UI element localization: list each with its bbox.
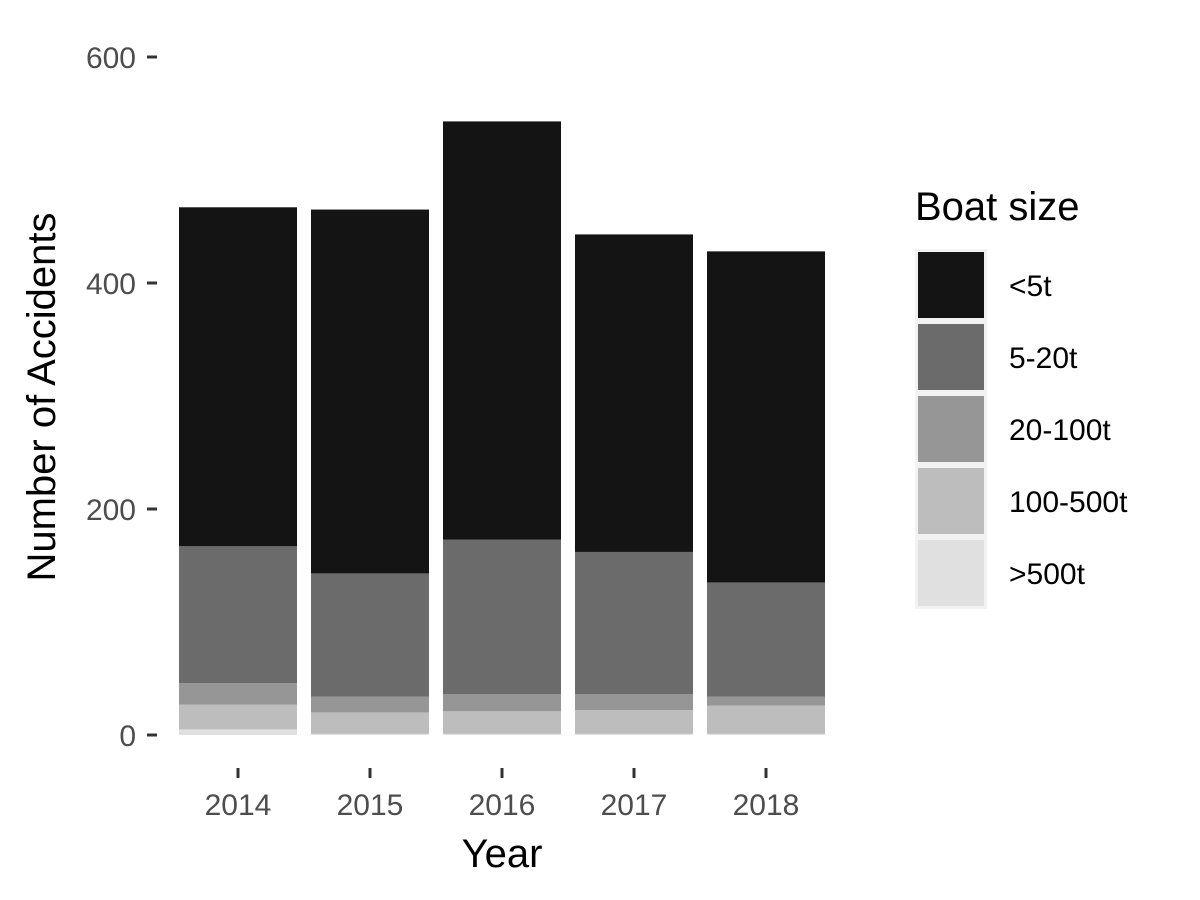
y-tick-label: 0 bbox=[119, 720, 136, 753]
bar-segment bbox=[179, 704, 297, 730]
x-tick-label: 2018 bbox=[733, 789, 800, 822]
bar-segment bbox=[575, 733, 693, 735]
bar-segment bbox=[443, 694, 561, 712]
legend-label: 5-20t bbox=[1009, 342, 1078, 375]
bar-segment bbox=[707, 251, 825, 583]
legend-label: 20-100t bbox=[1009, 414, 1111, 447]
bar-segment bbox=[179, 683, 297, 705]
legend-items: <5t 5-20t 20-100t 100-500t >500t bbox=[915, 249, 1128, 609]
legend-key bbox=[918, 468, 984, 534]
bar-segment bbox=[179, 546, 297, 684]
legend-key bbox=[918, 324, 984, 390]
bar-segment bbox=[443, 121, 561, 540]
x-tick-label: 2014 bbox=[205, 789, 272, 822]
bar-segment bbox=[443, 733, 561, 735]
bar-segment bbox=[707, 705, 825, 734]
y-tick-label: 200 bbox=[86, 494, 136, 527]
bar-segment bbox=[707, 696, 825, 706]
bar-segment bbox=[443, 539, 561, 695]
bar-segment bbox=[575, 710, 693, 734]
legend-key bbox=[918, 252, 984, 318]
bar-segment bbox=[443, 711, 561, 734]
bar-segment bbox=[575, 234, 693, 552]
legend: Boat size <5t 5-20t 20-100t 100-500t >500t bbox=[915, 185, 1128, 609]
bar-segment bbox=[575, 694, 693, 711]
legend-label: <5t bbox=[1009, 270, 1052, 303]
y-tick-label: 600 bbox=[86, 42, 136, 75]
legend-label: >500t bbox=[1009, 558, 1086, 591]
bar-segment bbox=[311, 209, 429, 574]
legend-key bbox=[918, 540, 984, 606]
y-axis: 0 200 400 600 bbox=[86, 42, 157, 753]
y-tick-label: 400 bbox=[86, 268, 136, 301]
legend-key bbox=[918, 396, 984, 462]
x-tick-label: 2017 bbox=[601, 789, 668, 822]
bar-segment bbox=[707, 733, 825, 735]
x-tick-label: 2016 bbox=[469, 789, 536, 822]
bar-segment bbox=[179, 207, 297, 547]
bar-segment bbox=[311, 573, 429, 697]
x-axis: 2014 2015 2016 2017 2018 bbox=[205, 768, 800, 822]
bar-segment bbox=[311, 696, 429, 713]
bar-segment bbox=[311, 733, 429, 735]
x-axis-title: Year bbox=[462, 832, 543, 876]
bar-segment bbox=[707, 582, 825, 697]
bars bbox=[179, 121, 825, 735]
bar-segment bbox=[575, 551, 693, 695]
bar-segment bbox=[311, 712, 429, 734]
x-tick-label: 2015 bbox=[337, 789, 404, 822]
legend-label: 100-500t bbox=[1009, 486, 1128, 519]
bar-segment bbox=[179, 729, 297, 735]
y-axis-title: Number of Accidents bbox=[20, 212, 64, 581]
legend-title: Boat size bbox=[915, 185, 1080, 229]
